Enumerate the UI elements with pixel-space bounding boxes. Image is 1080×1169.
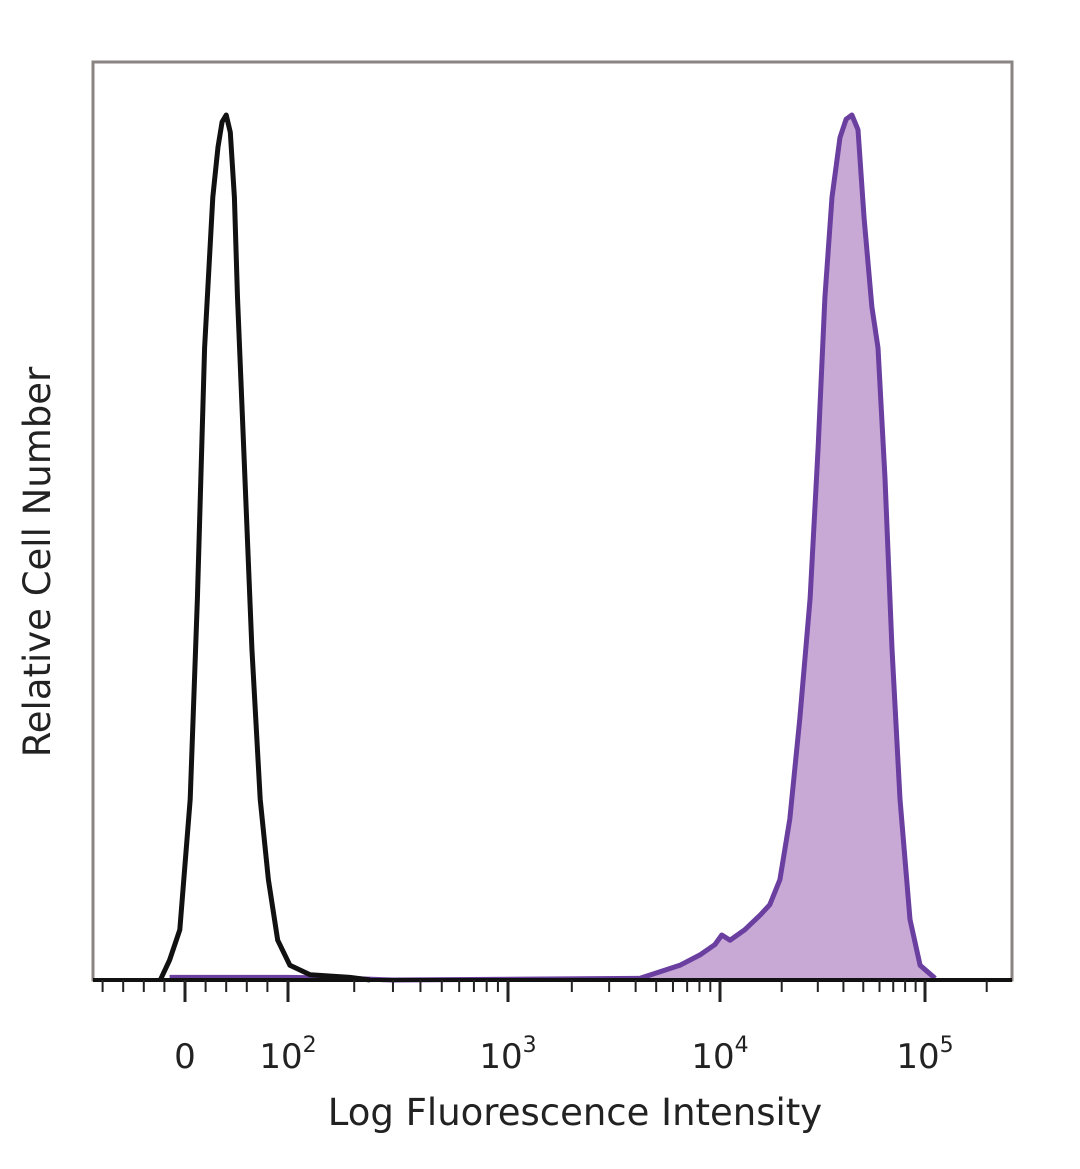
- x-tick-label: 102: [259, 1033, 316, 1077]
- stained-histogram-line: [169, 112, 937, 983]
- x-tick-label: 104: [691, 1033, 748, 1077]
- x-tick-labels: 0 102 103 104 105: [174, 1033, 953, 1077]
- x-axis-label: Log Fluorescence Intensity: [328, 1091, 822, 1134]
- x-tick-label: 105: [896, 1033, 953, 1077]
- y-axis-label: Relative Cell Number: [16, 366, 59, 757]
- series-layer: [158, 112, 937, 983]
- control-histogram-line: [158, 112, 371, 983]
- x-ticks: [101, 980, 988, 1002]
- x-tick-label: 0: [174, 1037, 196, 1077]
- stained-histogram-fill: [169, 115, 936, 980]
- x-tick-label: 103: [479, 1033, 536, 1077]
